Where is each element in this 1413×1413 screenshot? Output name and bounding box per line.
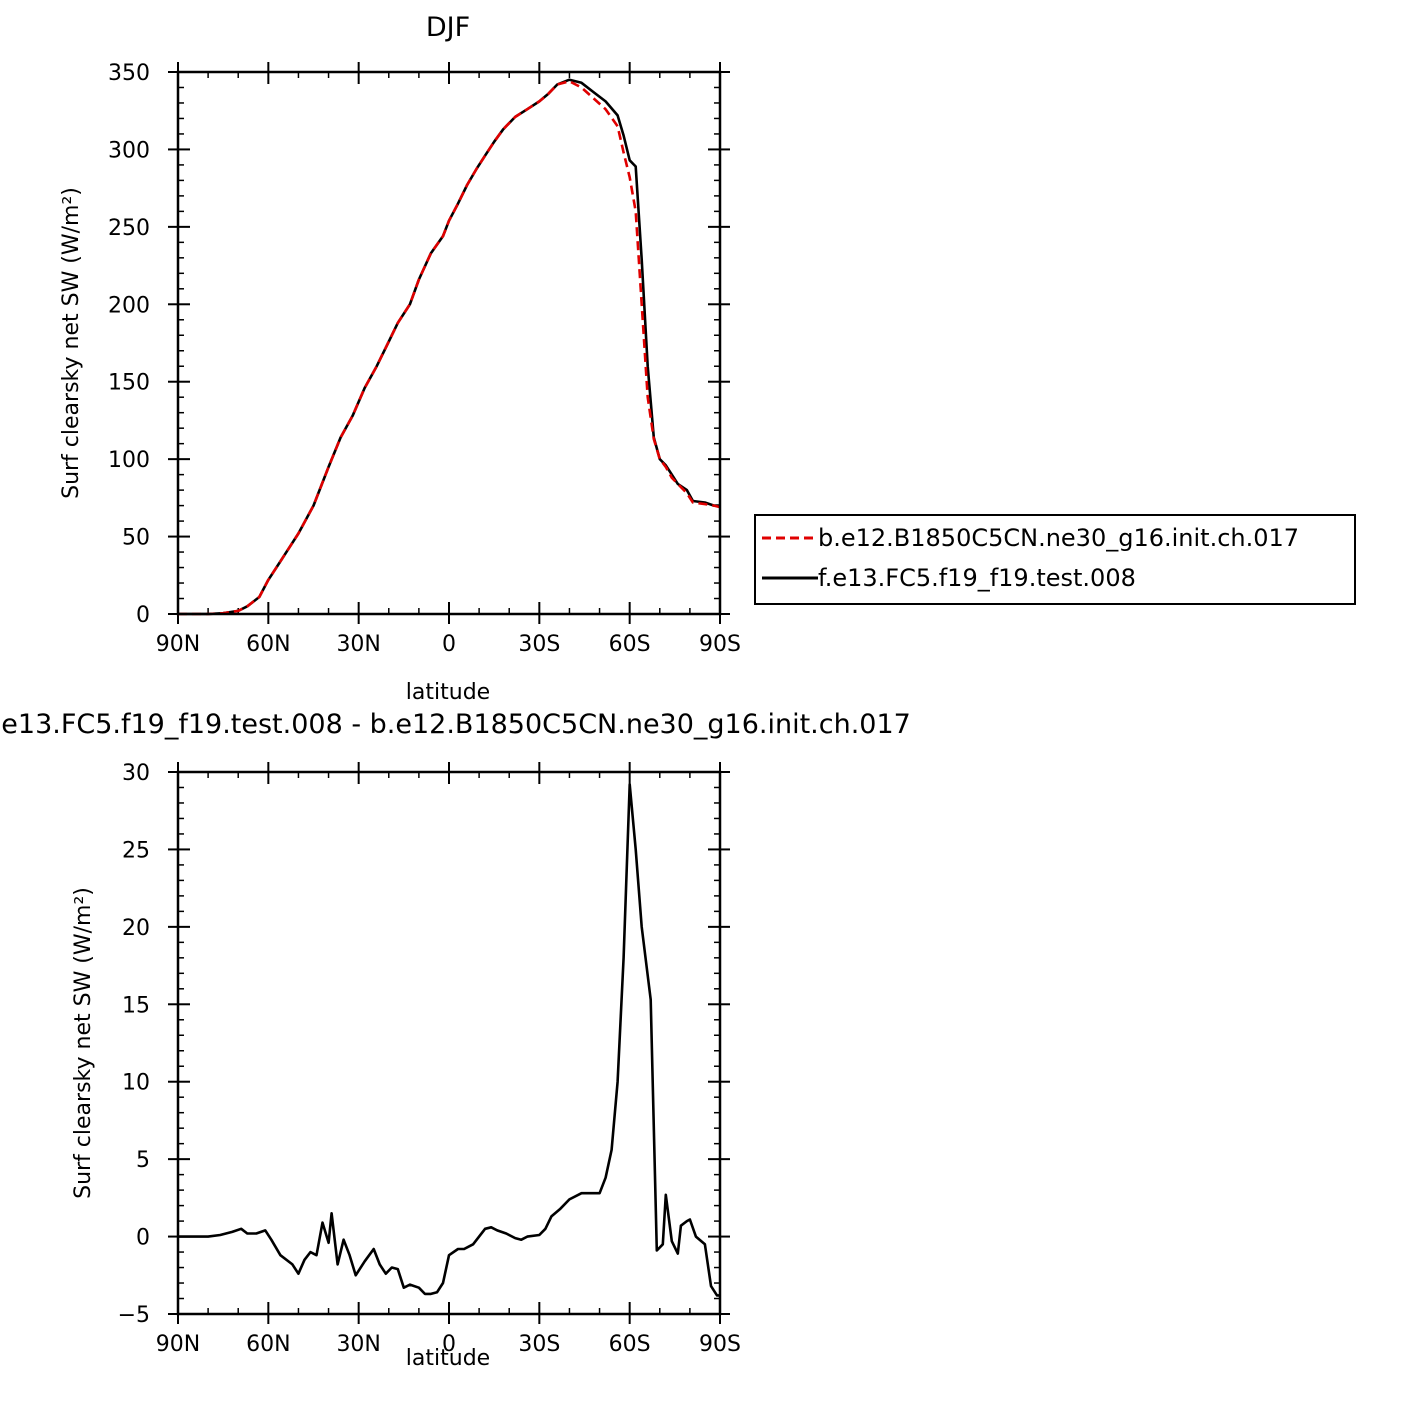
legend-label-model-b: b.e12.B1850C5CN.ne30_g16.init.ch.017 [818, 524, 1299, 552]
bottom-y-tick-label: 25 [122, 838, 150, 863]
bottom-series-group [178, 783, 720, 1297]
panel-top: DJF Surf clearsky net SW (W/m²) latitude… [59, 12, 741, 705]
top-x-tick-label: 30N [336, 632, 380, 657]
top-y-tick-label: 300 [108, 138, 150, 163]
bottom-plot-title: f.e13.FC5.f19_f19.test.008 - b.e12.B1850… [0, 709, 911, 740]
top-plot-title: DJF [426, 12, 470, 43]
top-series-line-1 [178, 78, 720, 616]
top-x-tick-label: 0 [442, 632, 456, 657]
top-series-group [178, 78, 721, 616]
bottom-y-tick-label: 5 [136, 1148, 150, 1173]
bottom-y-tick-label: 30 [122, 761, 150, 786]
top-x-tick-label: 60N [246, 632, 290, 657]
bottom-ticks: 90N 60N 30N 0 30S 60S 90S −5 0 5 10 15 20 25 30 [118, 761, 741, 1357]
bottom-x-tick-label: 90N [156, 1332, 200, 1357]
top-series-line-0 [178, 80, 721, 616]
top-y-tick-label: 250 [108, 216, 150, 241]
top-x-axis-label: latitude [406, 680, 490, 705]
top-x-tick-label: 90N [156, 632, 200, 657]
top-y-tick-label: 0 [136, 603, 150, 628]
bottom-y-axis-label: Surf clearsky net SW (W/m²) [71, 887, 96, 1199]
legend-label-model-f: f.e13.FC5.f19_f19.test.008 [818, 564, 1136, 592]
bottom-plot-frame [176, 770, 722, 1316]
bottom-y-tick-label: 20 [122, 916, 150, 941]
top-y-tick-label: 150 [108, 371, 150, 396]
bottom-x-tick-label: 60S [609, 1332, 651, 1357]
top-y-tick-label: 50 [122, 526, 150, 551]
legend: b.e12.B1850C5CN.ne30_g16.init.ch.017 f.e… [754, 514, 1356, 605]
bottom-series-line-0 [178, 783, 720, 1297]
top-x-tick-label: 60S [609, 632, 651, 657]
bottom-y-tick-label: −5 [118, 1303, 150, 1328]
bottom-y-tick-label: 15 [122, 993, 150, 1018]
bottom-x-tick-label: 0 [442, 1332, 456, 1357]
bottom-x-tick-label: 60N [246, 1332, 290, 1357]
bottom-y-tick-label: 10 [122, 1071, 150, 1096]
panel-bottom: f.e13.FC5.f19_f19.test.008 - b.e12.B1850… [0, 709, 911, 1371]
top-plot-frame [176, 70, 722, 616]
bottom-x-tick-label: 90S [699, 1332, 741, 1357]
top-x-tick-label: 90S [699, 632, 741, 657]
top-y-tick-label: 200 [108, 293, 150, 318]
bottom-x-axis-label: latitude [406, 1346, 490, 1371]
bottom-y-tick-label: 0 [136, 1226, 150, 1251]
bottom-x-tick-label: 30N [336, 1332, 380, 1357]
bottom-x-tick-label: 30S [518, 1332, 560, 1357]
top-x-tick-label: 30S [518, 632, 560, 657]
legend-frame [754, 514, 1356, 605]
top-y-tick-label: 350 [108, 61, 150, 86]
top-y-tick-label: 100 [108, 448, 150, 473]
top-y-axis-label: Surf clearsky net SW (W/m²) [59, 187, 84, 499]
